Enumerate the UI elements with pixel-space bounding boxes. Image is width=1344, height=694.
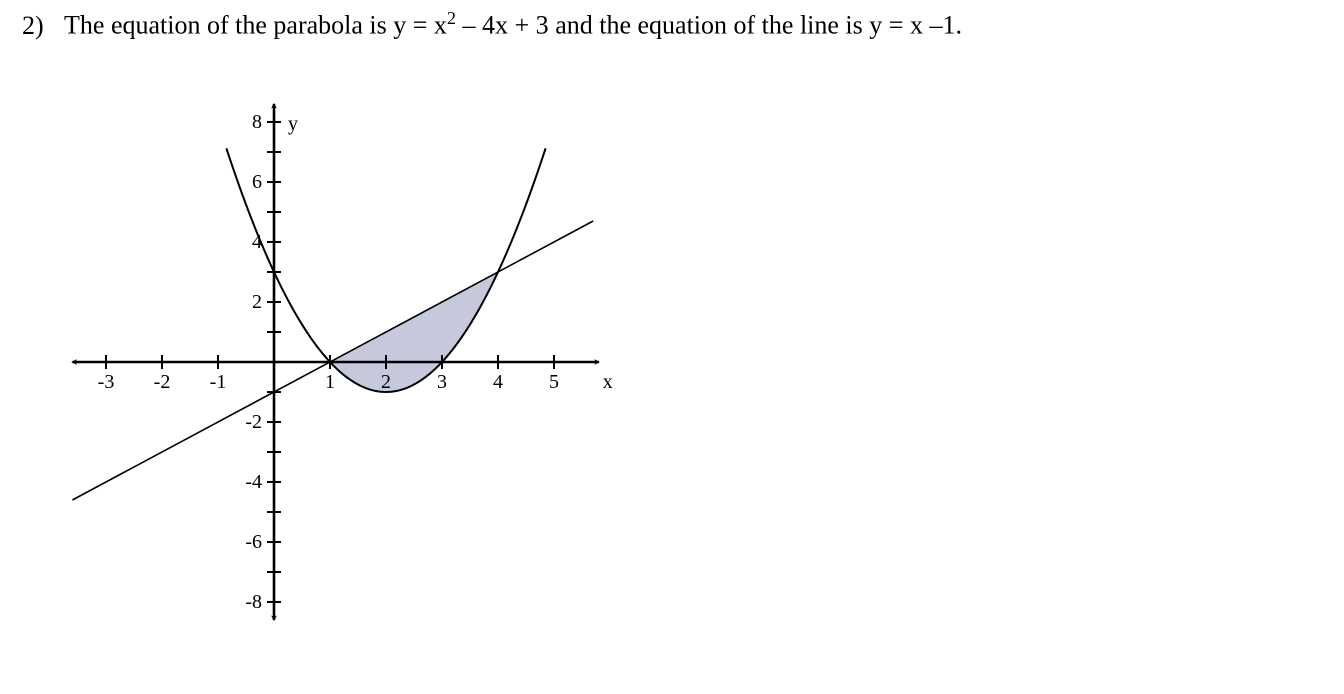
- x-tick-label: 4: [493, 371, 503, 393]
- shaded-region: [330, 272, 498, 392]
- x-tick-label: 2: [381, 371, 391, 393]
- x-tick-label: -3: [98, 371, 115, 393]
- x-tick-label: 5: [549, 371, 559, 393]
- problem-statement: 2) The equation of the parabola is y = x…: [22, 8, 962, 41]
- x-tick-label: -1: [210, 371, 227, 393]
- y-tick-label: 6: [252, 171, 262, 193]
- y-tick-label: -6: [245, 531, 262, 553]
- chart-container: -3-2-112345x-8-6-4-22468y: [50, 80, 670, 670]
- problem-eq1-rest: – 4x + 3: [456, 11, 549, 40]
- x-tick-label: -2: [154, 371, 171, 393]
- problem-eq2: y = x –1: [869, 11, 955, 40]
- line-curve: [72, 221, 593, 500]
- x-tick-label: 1: [325, 371, 335, 393]
- problem-eq1-exp: 2: [447, 8, 456, 28]
- problem-text-prefix: The equation of the parabola is: [64, 11, 393, 40]
- problem-text-mid: and the equation of the line is: [555, 11, 869, 40]
- problem-eq1-lhs: y = x: [393, 11, 447, 40]
- chart-svg: -3-2-112345x-8-6-4-22468y: [50, 80, 670, 670]
- y-tick-label: -8: [245, 591, 262, 613]
- x-axis-label: x: [603, 371, 613, 393]
- y-tick-label: 8: [252, 111, 262, 133]
- y-tick-label: -2: [245, 411, 262, 433]
- y-axis-label: y: [288, 113, 298, 135]
- y-tick-label: -4: [245, 471, 262, 493]
- problem-number: 2): [22, 11, 58, 41]
- y-tick-label: 2: [252, 291, 262, 313]
- problem-text-suffix: .: [955, 11, 962, 40]
- page: 2) The equation of the parabola is y = x…: [0, 0, 1344, 694]
- x-tick-label: 3: [437, 371, 447, 393]
